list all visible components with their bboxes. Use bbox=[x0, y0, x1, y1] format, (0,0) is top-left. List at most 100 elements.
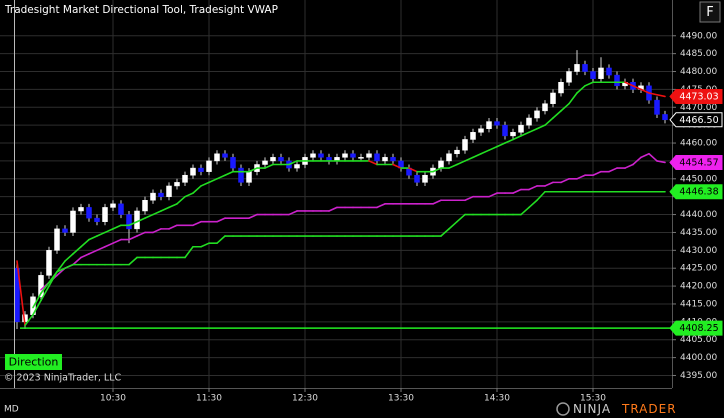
price-marker bbox=[669, 184, 723, 200]
x-tick-label: 12:30 bbox=[292, 394, 318, 404]
candle-body bbox=[118, 203, 124, 215]
indicator-line bbox=[200, 242, 210, 248]
candle-body bbox=[142, 200, 148, 212]
candle-body bbox=[446, 153, 452, 162]
indicator-line bbox=[160, 206, 170, 212]
indicator-line bbox=[592, 170, 602, 177]
indicator-line bbox=[648, 92, 658, 96]
indicator-line bbox=[216, 174, 226, 180]
candle-body bbox=[62, 228, 68, 233]
x-tick-label: 13:30 bbox=[388, 394, 414, 404]
indicator-line bbox=[176, 195, 186, 205]
y-tick-label: 4435.00 bbox=[680, 228, 717, 238]
indicator-line bbox=[128, 220, 138, 227]
candle-body bbox=[558, 81, 564, 94]
copyright: © 2023 NinjaTrader, LLC bbox=[4, 373, 121, 384]
price-marker-label: 4446.38 bbox=[679, 187, 718, 198]
price-marker bbox=[669, 112, 723, 128]
indicator-line bbox=[328, 206, 338, 212]
indicator-line bbox=[496, 142, 506, 148]
indicator-line bbox=[560, 102, 570, 112]
indicator-line bbox=[128, 235, 138, 241]
indicator-line bbox=[80, 238, 90, 248]
candle-body bbox=[526, 117, 532, 126]
candle-body bbox=[414, 174, 420, 183]
x-tick-label: 15:30 bbox=[580, 394, 606, 404]
y-tick-label: 4470.00 bbox=[680, 103, 717, 113]
indicator-line bbox=[576, 174, 586, 180]
button-box[interactable] bbox=[699, 1, 721, 23]
candle-body bbox=[86, 207, 92, 219]
price-marker-label: 4466.50 bbox=[679, 115, 718, 126]
y-tick-label: 4480.00 bbox=[680, 67, 717, 77]
candle-body bbox=[598, 67, 604, 79]
indicator-line bbox=[112, 224, 122, 230]
candle-body bbox=[486, 121, 492, 129]
indicator-line bbox=[40, 281, 50, 295]
indicator-line bbox=[152, 228, 162, 234]
indicator-line bbox=[144, 213, 154, 219]
indicator-line bbox=[64, 263, 74, 270]
indicator-line bbox=[432, 199, 442, 205]
candle-body bbox=[470, 132, 476, 140]
candle-body bbox=[46, 250, 52, 276]
indicator-line bbox=[16, 260, 26, 327]
candle-body bbox=[158, 192, 164, 197]
candle-body bbox=[374, 153, 380, 162]
indicator-line bbox=[32, 299, 42, 316]
indicator-line bbox=[392, 163, 402, 169]
indicator-line bbox=[248, 213, 258, 219]
candle-body bbox=[214, 153, 220, 162]
candle-body bbox=[422, 174, 428, 183]
candle-body bbox=[110, 203, 116, 208]
indicator-line bbox=[576, 85, 586, 94]
indicator-line bbox=[88, 249, 98, 255]
candle-body bbox=[238, 167, 244, 183]
indicator-line bbox=[376, 203, 386, 209]
candle-body bbox=[438, 160, 444, 169]
indicator-line bbox=[152, 210, 162, 216]
indicator-line bbox=[528, 127, 538, 134]
y-tick-label: 4485.00 bbox=[680, 49, 717, 59]
logo-left: NINJA bbox=[573, 402, 611, 416]
indicator-line bbox=[88, 235, 98, 241]
indicator-line bbox=[624, 81, 634, 87]
price-marker-label: 4473.03 bbox=[679, 91, 718, 102]
indicator-line bbox=[32, 292, 42, 309]
candle-body bbox=[390, 157, 396, 162]
candle-body bbox=[342, 153, 348, 158]
candle-body bbox=[206, 160, 212, 172]
indicator-line bbox=[48, 270, 58, 284]
indicator-line bbox=[584, 81, 594, 87]
indicator-line bbox=[536, 124, 546, 130]
candle-body bbox=[478, 128, 484, 133]
indicator-line bbox=[208, 178, 218, 184]
candle-body bbox=[262, 160, 268, 165]
logo-icon bbox=[556, 402, 570, 416]
candle-body bbox=[318, 153, 324, 158]
button[interactable]: F bbox=[706, 5, 713, 20]
indicator-line bbox=[72, 245, 82, 255]
indicator-line bbox=[456, 213, 466, 223]
candle-body bbox=[230, 157, 236, 169]
candle-body bbox=[126, 214, 132, 230]
candle-body bbox=[574, 64, 580, 72]
candle-body bbox=[294, 164, 300, 169]
indicator-line bbox=[128, 256, 138, 266]
indicator-line bbox=[624, 163, 634, 169]
indicator-line bbox=[440, 228, 450, 237]
indicator-line bbox=[56, 267, 66, 273]
indicator-line bbox=[632, 85, 642, 91]
candle-body bbox=[494, 121, 500, 126]
indicator-line bbox=[544, 117, 554, 126]
indicator-line bbox=[568, 92, 578, 105]
candle-body bbox=[70, 210, 76, 233]
candle-body bbox=[358, 157, 364, 159]
candle-body bbox=[198, 167, 204, 172]
indicator-line bbox=[168, 224, 178, 230]
price-marker-label: 4454.57 bbox=[679, 157, 718, 168]
y-tick-label: 4425.00 bbox=[680, 264, 717, 274]
candle-body bbox=[78, 207, 84, 212]
candle-body bbox=[174, 182, 180, 187]
price-marker-label: 4408.25 bbox=[679, 323, 718, 334]
